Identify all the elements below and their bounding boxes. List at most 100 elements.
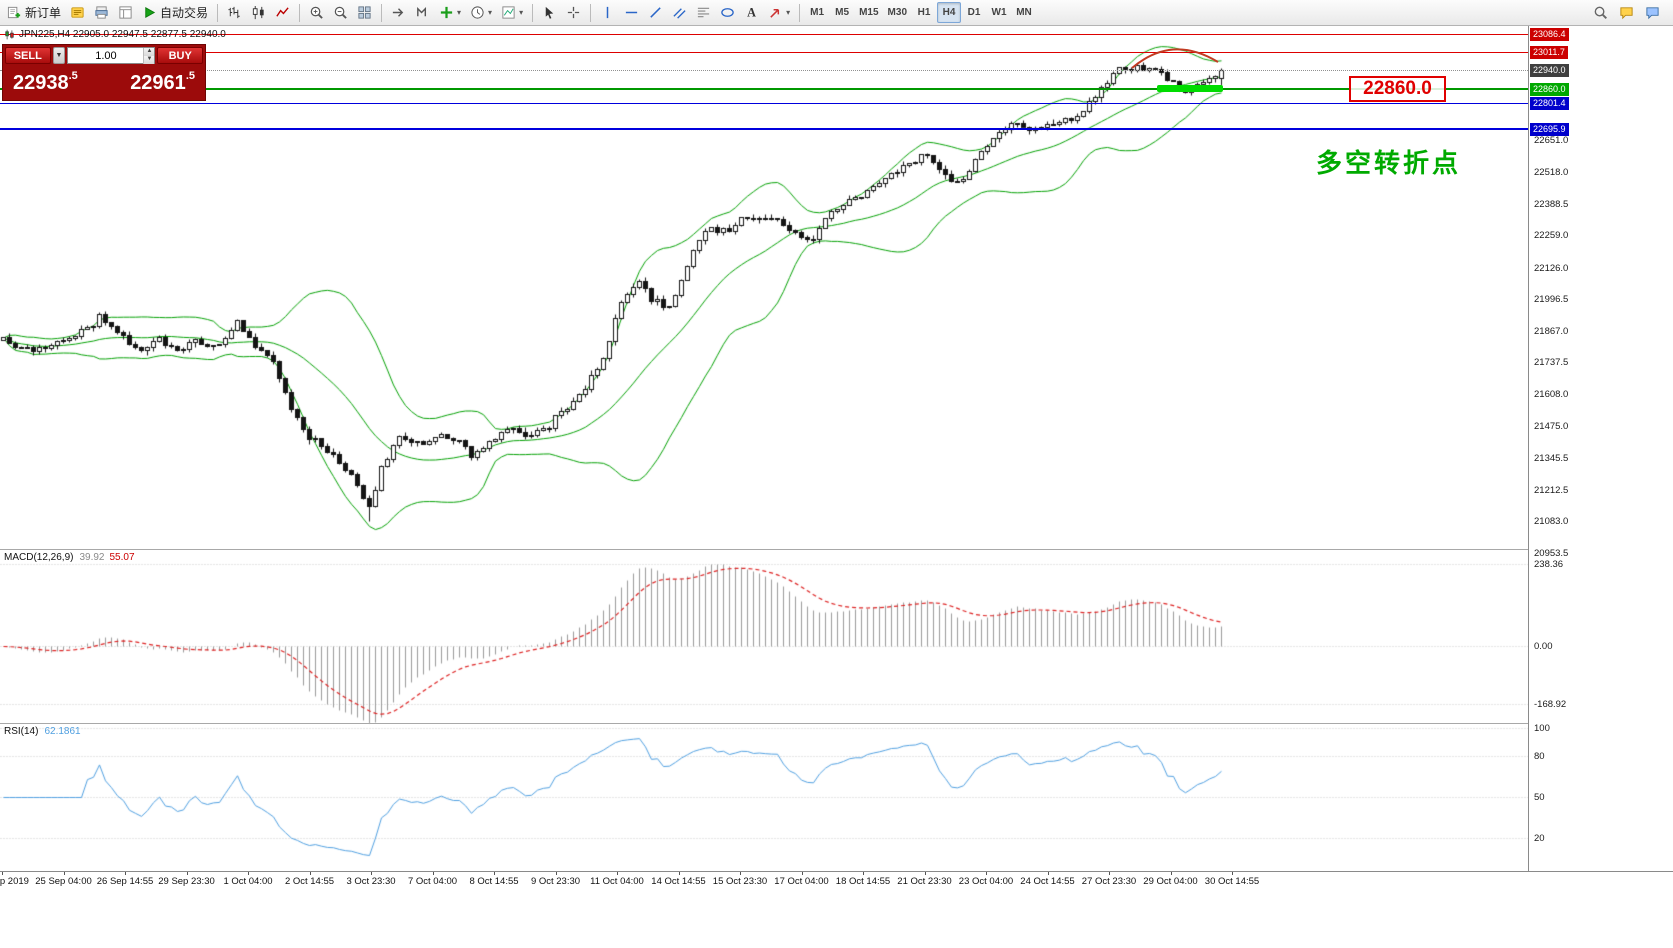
- tf-h1-button[interactable]: H1: [912, 2, 936, 23]
- tf-m1-button[interactable]: M1: [805, 2, 829, 23]
- indicators-button[interactable]: ▾: [435, 2, 465, 23]
- tile-windows-button[interactable]: [353, 2, 376, 23]
- price-level-callout[interactable]: 22860.0: [1349, 76, 1446, 102]
- price-level-line[interactable]: [0, 128, 1528, 130]
- price-level-line[interactable]: [0, 103, 1528, 104]
- fibo-icon: [696, 5, 711, 20]
- data-window-button[interactable]: [114, 2, 137, 23]
- price-tag: 22695.9: [1530, 123, 1569, 136]
- time-tick: [186, 872, 188, 875]
- chat-button[interactable]: [1615, 2, 1638, 23]
- candlestick-chart-button[interactable]: [247, 2, 270, 23]
- shapes-icon: [720, 5, 735, 20]
- trade-settings-caret[interactable]: ▼: [52, 47, 66, 64]
- time-tick: [1109, 872, 1110, 875]
- time-tick: [63, 872, 65, 875]
- crosshair-button[interactable]: [562, 2, 585, 23]
- tf-w1-button[interactable]: W1: [987, 2, 1011, 23]
- templates-button[interactable]: ▾: [497, 2, 527, 23]
- rsi-panel-separator[interactable]: [0, 723, 1673, 724]
- price-label: 22126.0: [1534, 263, 1569, 274]
- horizontal-line-button[interactable]: [620, 2, 643, 23]
- sell-price[interactable]: 22938.5: [13, 70, 78, 94]
- chart-canvas[interactable]: [0, 26, 1528, 871]
- time-label: 23 Oct 04:00: [958, 876, 1014, 887]
- community-button[interactable]: [1641, 2, 1664, 23]
- tf-m15-button[interactable]: M15: [855, 2, 882, 23]
- vline-icon: [600, 5, 615, 20]
- sell-button[interactable]: SELL: [5, 47, 51, 64]
- price-level-line[interactable]: [0, 88, 1528, 90]
- price-axis[interactable]: 23086.4 23011.7 22940.0 22860.0 22801.4 22695…: [1528, 26, 1673, 871]
- time-label: 17 Oct 04:00: [774, 876, 829, 887]
- turning-point-note[interactable]: 多空转折点: [1316, 148, 1462, 178]
- time-label: 8 Oct 14:55: [469, 876, 519, 887]
- time-label: 21 Oct 23:30: [897, 876, 952, 887]
- price-level-line[interactable]: [0, 34, 1528, 35]
- time-label: 30 Oct 14:55: [1204, 876, 1260, 887]
- text-icon: A: [744, 5, 759, 20]
- tf-h4-button[interactable]: H4: [937, 2, 961, 23]
- vertical-line-button[interactable]: [596, 2, 619, 23]
- volume-input[interactable]: [68, 49, 144, 62]
- tf-m5-button-label: M5: [835, 7, 850, 18]
- price-level-line[interactable]: [0, 52, 1528, 53]
- data-window-icon: [118, 5, 133, 20]
- macd-axis-label: 238.36: [1534, 559, 1564, 570]
- time-tick: [924, 872, 926, 875]
- fibonacci-button[interactable]: [692, 2, 715, 23]
- new-order-button[interactable]: 新订单: [3, 2, 65, 23]
- arrows-button[interactable]: ▾: [764, 2, 794, 23]
- time-axis[interactable]: 23 Sep 2019 25 Sep 04:00 26 Sep 14:55 29 Se…: [0, 871, 1673, 897]
- price-label: 21737.5: [1534, 357, 1569, 368]
- cursor-button[interactable]: [538, 2, 561, 23]
- buy-price[interactable]: 22961.5: [130, 70, 195, 94]
- volume-down-button[interactable]: ▼: [144, 55, 155, 64]
- trendline-button[interactable]: [644, 2, 667, 23]
- time-tick: [125, 872, 126, 875]
- time-label: 29 Oct 04:00: [1143, 876, 1198, 887]
- bars-icon: [227, 5, 242, 20]
- price-label: 22518.0: [1534, 167, 1569, 178]
- volume-up-button[interactable]: ▲: [144, 47, 155, 56]
- chart-shift-button[interactable]: [387, 2, 410, 23]
- zoom-out-button[interactable]: [329, 2, 352, 23]
- caret-down-icon: ▾: [457, 8, 462, 17]
- text-button[interactable]: A: [740, 2, 763, 23]
- svg-text:A: A: [747, 6, 756, 20]
- chat-icon: [1619, 5, 1634, 20]
- price-tag: 22801.4: [1530, 97, 1569, 110]
- price-label: 21083.0: [1534, 516, 1569, 527]
- toolbar-separator: [590, 3, 592, 22]
- search-button[interactable]: [1589, 2, 1612, 23]
- tf-m1-button-label: M1: [810, 7, 825, 18]
- shapes-button[interactable]: [716, 2, 739, 23]
- time-label: 7 Oct 04:00: [407, 876, 458, 887]
- metaeditor-button[interactable]: [66, 2, 89, 23]
- macd-panel-separator[interactable]: [0, 549, 1673, 550]
- buy-button[interactable]: BUY: [157, 47, 204, 64]
- time-label: 2 Oct 14:55: [284, 876, 335, 887]
- tf-m5-button[interactable]: M5: [830, 2, 854, 23]
- periods-button[interactable]: ▾: [466, 2, 496, 23]
- tf-d1-button[interactable]: D1: [962, 2, 986, 23]
- drawn-arc-annotation[interactable]: [1128, 40, 1223, 72]
- zoom-in-button[interactable]: [305, 2, 328, 23]
- time-tick: [494, 872, 495, 875]
- bar-chart-button[interactable]: [223, 2, 246, 23]
- line-chart-button[interactable]: [271, 2, 294, 23]
- price-label: 21345.5: [1534, 453, 1569, 464]
- tf-mn-button[interactable]: MN: [1012, 2, 1036, 23]
- auto-scroll-button[interactable]: [411, 2, 434, 23]
- channel-button[interactable]: [668, 2, 691, 23]
- time-label: 1 Oct 04:00: [223, 876, 273, 887]
- tf-m30-button[interactable]: M30: [884, 2, 911, 23]
- toolbar: 新订单 自动交易 ▾ ▾ ▾ A ▾ M1 M5 M15 M30 H1 H4 D1 W1 MN: [0, 0, 1673, 26]
- time-tick: [248, 872, 249, 875]
- hline-icon: [624, 5, 639, 20]
- support-highlight-segment[interactable]: [1157, 85, 1223, 92]
- autotrading-button[interactable]: 自动交易: [138, 2, 212, 23]
- price-label: 21212.5: [1534, 485, 1569, 496]
- price-level-line[interactable]: [0, 70, 1528, 71]
- print-button[interactable]: [90, 2, 113, 23]
